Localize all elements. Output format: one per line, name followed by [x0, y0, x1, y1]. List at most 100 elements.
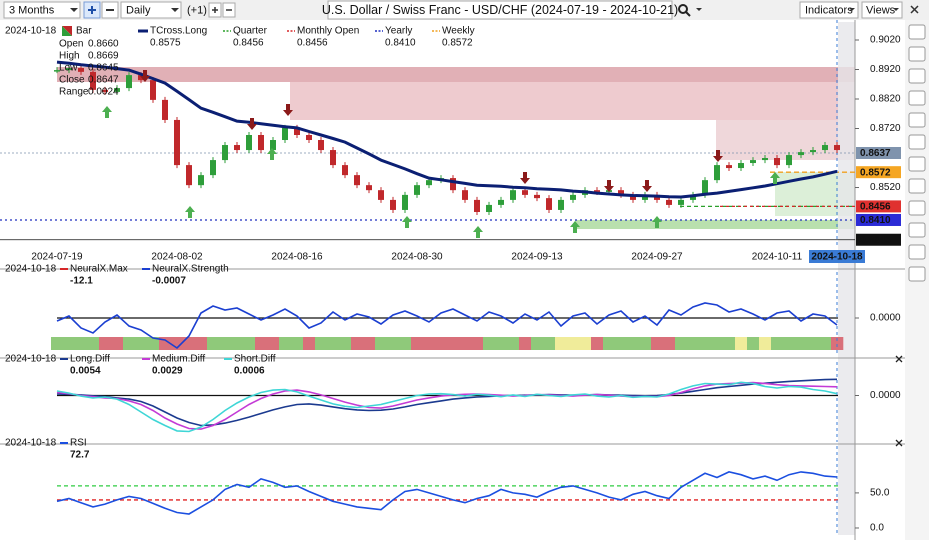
state-cell — [411, 337, 424, 350]
candle — [342, 165, 348, 176]
y-tick-label: 0.0000 — [870, 313, 901, 324]
candle — [150, 80, 156, 100]
legend-value: -12.1 — [70, 276, 93, 287]
sell-arrow — [713, 150, 723, 162]
close-window[interactable] — [910, 5, 919, 14]
y-tick-label: 50.0 — [870, 488, 890, 499]
ohlc-value: 0.8645 — [88, 63, 119, 74]
legend-date: 2024-10-18 — [5, 26, 57, 37]
tool-button[interactable] — [908, 24, 926, 40]
tool-button[interactable] — [908, 90, 926, 106]
candle — [834, 145, 840, 151]
buy-arrow — [102, 106, 112, 118]
interval-select[interactable] — [120, 1, 182, 19]
state-cell — [735, 337, 748, 350]
ohlc-value: 0.8669 — [88, 51, 119, 62]
state-cell — [123, 337, 136, 350]
state-cell — [723, 337, 736, 350]
tool-button[interactable] — [908, 266, 926, 282]
state-cell — [87, 337, 100, 350]
state-cell — [435, 337, 448, 350]
legend-value: -0.0007 — [152, 276, 186, 287]
tool-button[interactable] — [908, 112, 926, 128]
tool-button[interactable] — [908, 200, 926, 216]
y-tick-label: 0.0 — [870, 523, 884, 534]
candle — [510, 190, 516, 200]
legend-date: 2024-10-18 — [5, 264, 57, 275]
state-cell — [135, 337, 148, 350]
candle — [318, 140, 324, 151]
range-select[interactable] — [3, 1, 81, 19]
legend-value: 0.0029 — [152, 366, 183, 377]
state-cell — [147, 337, 160, 350]
candle — [738, 163, 744, 169]
title-box — [327, 0, 673, 20]
candle — [66, 68, 72, 71]
legend-entry: Monthly Open — [297, 26, 359, 37]
state-cell — [255, 337, 268, 350]
x-tick-label: 2024-08-02 — [151, 252, 203, 263]
tool-button[interactable] — [908, 244, 926, 260]
close-panel[interactable] — [895, 439, 903, 447]
legend-entry: Bar — [76, 26, 92, 37]
x-tick-label: 2024-07-19 — [31, 252, 83, 263]
tool-button[interactable] — [908, 46, 926, 62]
candle — [678, 199, 684, 205]
tool-button[interactable] — [908, 156, 926, 172]
search-icon-handle — [685, 11, 691, 17]
y-tick-label: 0.8720 — [870, 123, 901, 134]
state-cell — [267, 337, 280, 350]
state-cell — [615, 337, 628, 350]
sell-arrow — [642, 180, 652, 192]
state-cell — [315, 337, 328, 350]
candle — [294, 127, 300, 135]
views-button[interactable] — [861, 1, 903, 19]
legend-value: 72.7 — [70, 450, 90, 461]
buy-arrow — [473, 226, 483, 238]
tool-button[interactable] — [908, 134, 926, 150]
legend-entry: Long.Diff — [70, 354, 110, 365]
candle — [114, 88, 120, 92]
search-icon[interactable] — [678, 4, 688, 14]
tool-button[interactable] — [908, 222, 926, 238]
candle — [798, 152, 804, 156]
state-cell — [99, 337, 112, 350]
legend-value: 0.0054 — [70, 366, 101, 377]
current-date-box — [809, 250, 865, 263]
candle — [810, 150, 816, 153]
legend-value: 0.8456 — [297, 38, 328, 49]
candle — [138, 75, 144, 81]
candle — [486, 204, 492, 213]
price-marker-label: 0.8572 — [860, 167, 891, 178]
candle — [534, 194, 540, 199]
legend-entry: TCross.Long — [150, 26, 207, 37]
indicators-button[interactable] — [799, 1, 859, 19]
dropdown-arrow — [893, 8, 899, 11]
state-cell — [279, 337, 292, 350]
side-tools — [908, 24, 926, 282]
state-cell — [711, 337, 724, 350]
candle — [546, 198, 552, 210]
close-panel[interactable] — [895, 355, 903, 363]
sell-arrow — [604, 180, 614, 192]
state-cell — [519, 337, 532, 350]
candle — [450, 178, 456, 191]
candle — [762, 158, 768, 161]
price-marker — [856, 233, 901, 246]
legend-bar-icon — [62, 26, 72, 36]
tool-button[interactable] — [908, 178, 926, 194]
x-tick-label: 2024-09-13 — [511, 252, 563, 263]
candle — [174, 119, 180, 166]
candle — [570, 194, 576, 200]
legend-value: 0.0006 — [234, 366, 265, 377]
state-cell — [759, 337, 772, 350]
candle — [630, 194, 636, 200]
tool-button[interactable] — [908, 68, 926, 84]
price-marker-label: 0.8343 — [860, 235, 891, 246]
buy-arrow — [402, 216, 412, 228]
ohlc-label: Range — [59, 87, 89, 98]
state-cell — [51, 337, 64, 350]
x-tick-label: 2024-08-30 — [391, 252, 443, 263]
plus-icon — [212, 7, 218, 13]
